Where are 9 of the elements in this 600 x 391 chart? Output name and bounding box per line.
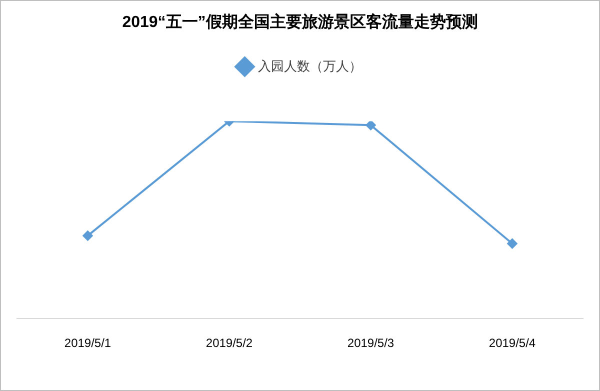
- x-tick-label: 2019/5/4: [488, 336, 536, 350]
- point: [366, 121, 376, 130]
- legend-label: 入园人数（万人）: [258, 58, 362, 74]
- point: [82, 230, 93, 241]
- x-tick-label: 2019/5/1: [64, 336, 112, 350]
- x-tick-label: 2019/5/2: [206, 336, 253, 350]
- chart-title: 2019“五一”假期全国主要旅游景区客流量走势预测: [122, 12, 478, 32]
- x-tick-label: 2019/5/3: [347, 336, 394, 350]
- point: [507, 238, 518, 249]
